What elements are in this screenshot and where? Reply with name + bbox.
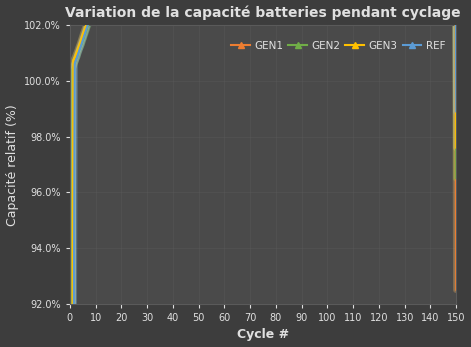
Y-axis label: Capacité relatif (%): Capacité relatif (%) (6, 104, 18, 226)
Legend: GEN1, GEN2, GEN3, REF: GEN1, GEN2, GEN3, REF (229, 39, 447, 53)
Title: Variation de la capacité batteries pendant cyclage: Variation de la capacité batteries penda… (65, 6, 461, 20)
X-axis label: Cycle #: Cycle # (237, 329, 289, 341)
